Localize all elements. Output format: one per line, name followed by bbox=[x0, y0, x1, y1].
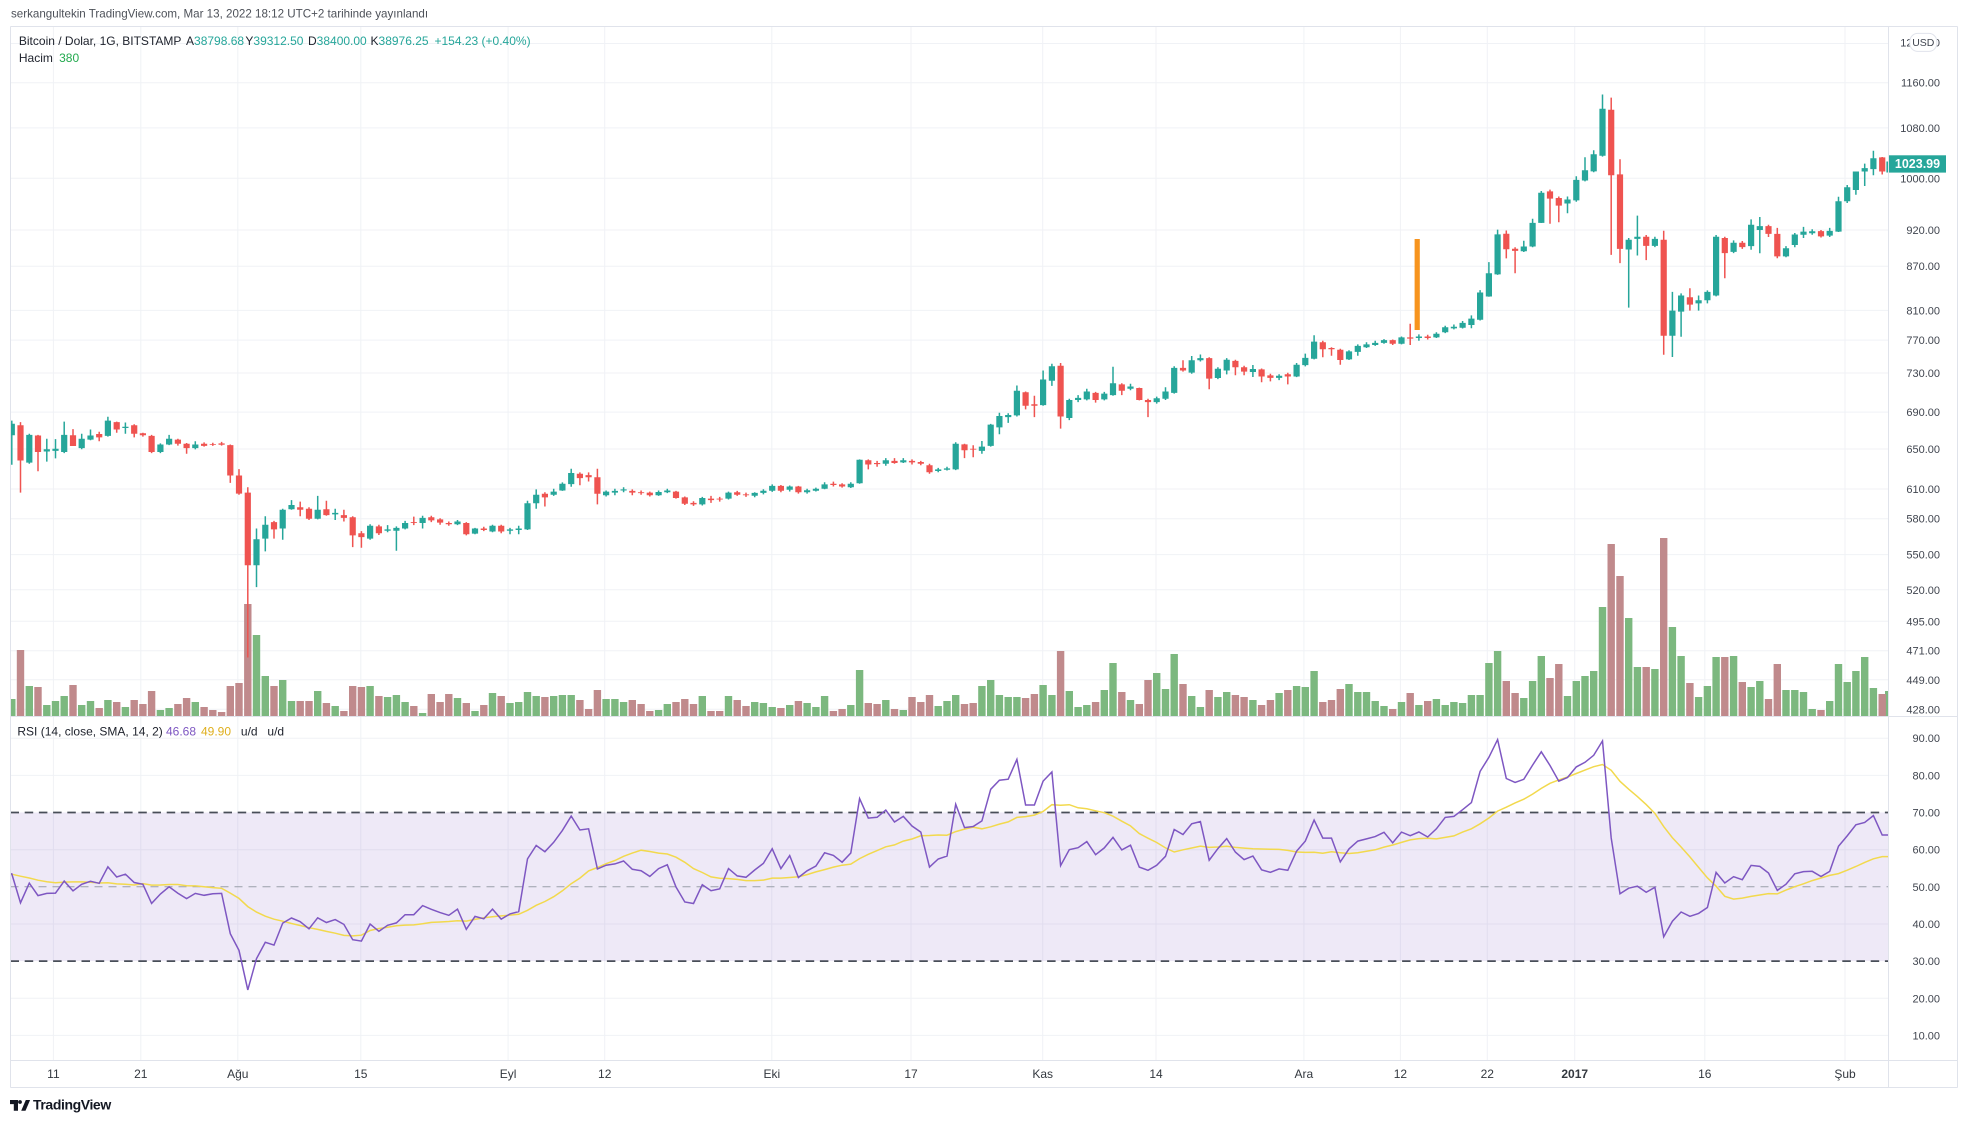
svg-text:449.00: 449.00 bbox=[1906, 675, 1940, 687]
svg-text:20.00: 20.00 bbox=[1912, 993, 1940, 1005]
svg-text:10.00: 10.00 bbox=[1912, 1030, 1940, 1042]
svg-text:12: 12 bbox=[598, 1067, 612, 1081]
svg-text:428.00: 428.00 bbox=[1906, 704, 1940, 716]
svg-text:580.00: 580.00 bbox=[1906, 514, 1940, 526]
svg-text:1023.99: 1023.99 bbox=[1895, 157, 1940, 171]
svg-text:11: 11 bbox=[47, 1067, 60, 1081]
svg-text:+154.23 (+0.40%): +154.23 (+0.40%) bbox=[435, 34, 531, 48]
svg-text:920.00: 920.00 bbox=[1906, 225, 1940, 237]
svg-text:730.00: 730.00 bbox=[1906, 368, 1940, 380]
svg-text:60.00: 60.00 bbox=[1912, 845, 1940, 857]
svg-text:1160.00: 1160.00 bbox=[1901, 78, 1940, 90]
svg-text:21: 21 bbox=[134, 1067, 148, 1081]
svg-text:49.90: 49.90 bbox=[201, 725, 231, 739]
svg-text:K38976.25: K38976.25 bbox=[371, 34, 429, 48]
svg-text:70.00: 70.00 bbox=[1912, 808, 1940, 820]
svg-text:15: 15 bbox=[354, 1067, 368, 1081]
svg-text:870.00: 870.00 bbox=[1906, 261, 1940, 273]
svg-text:1000.00: 1000.00 bbox=[1900, 173, 1940, 185]
svg-text:14: 14 bbox=[1149, 1067, 1163, 1081]
svg-text:810.00: 810.00 bbox=[1906, 305, 1940, 317]
svg-text:550.00: 550.00 bbox=[1906, 550, 1940, 562]
svg-text:u/d: u/d bbox=[241, 725, 258, 739]
svg-text:USD: USD bbox=[1912, 37, 1935, 49]
svg-text:Hacim: Hacim bbox=[19, 51, 53, 65]
svg-text:Ağu: Ağu bbox=[227, 1067, 248, 1081]
svg-text:610.00: 610.00 bbox=[1906, 484, 1940, 496]
svg-text:D38400.00: D38400.00 bbox=[308, 34, 367, 48]
svg-text:90.00: 90.00 bbox=[1912, 733, 1940, 745]
svg-text:u/d: u/d bbox=[267, 725, 284, 739]
svg-text:520.00: 520.00 bbox=[1906, 585, 1940, 597]
svg-text:Ara: Ara bbox=[1295, 1067, 1314, 1081]
svg-text:30.00: 30.00 bbox=[1912, 956, 1940, 968]
svg-text:A38798.68: A38798.68 bbox=[186, 34, 244, 48]
svg-text:650.00: 650.00 bbox=[1906, 444, 1940, 456]
svg-text:40.00: 40.00 bbox=[1912, 919, 1940, 931]
svg-text:Şub: Şub bbox=[1834, 1067, 1856, 1081]
svg-text:Eyl: Eyl bbox=[500, 1067, 517, 1081]
svg-text:Eki: Eki bbox=[763, 1067, 780, 1081]
svg-text:770.00: 770.00 bbox=[1906, 335, 1940, 347]
svg-text:Y39312.50: Y39312.50 bbox=[245, 34, 303, 48]
svg-text:50.00: 50.00 bbox=[1912, 882, 1940, 894]
svg-text:46.68: 46.68 bbox=[166, 725, 196, 739]
svg-text:22: 22 bbox=[1481, 1067, 1495, 1081]
svg-text:495.00: 495.00 bbox=[1906, 616, 1940, 628]
svg-text:17: 17 bbox=[904, 1067, 918, 1081]
svg-text:serkangultekin TradingView.com: serkangultekin TradingView.com, Mar 13, … bbox=[11, 8, 428, 21]
svg-text:12: 12 bbox=[1394, 1067, 1408, 1081]
svg-text:690.00: 690.00 bbox=[1906, 407, 1940, 419]
svg-text:2017: 2017 bbox=[1561, 1067, 1588, 1081]
svg-text:Kas: Kas bbox=[1032, 1067, 1053, 1081]
svg-text:471.00: 471.00 bbox=[1906, 646, 1940, 658]
svg-text:16: 16 bbox=[1698, 1067, 1712, 1081]
svg-text:1080.00: 1080.00 bbox=[1900, 123, 1940, 135]
svg-text:RSI (14, close, SMA, 14, 2): RSI (14, close, SMA, 14, 2) bbox=[17, 725, 162, 739]
svg-text:380: 380 bbox=[59, 51, 79, 65]
svg-text:TradingView: TradingView bbox=[33, 1097, 111, 1113]
svg-text:Bitcoin / Dolar, 1G, BITSTAMP: Bitcoin / Dolar, 1G, BITSTAMP bbox=[19, 34, 182, 48]
svg-text:80.00: 80.00 bbox=[1912, 770, 1940, 782]
